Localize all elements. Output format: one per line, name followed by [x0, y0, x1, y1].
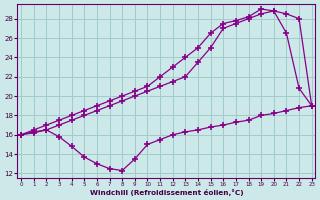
- X-axis label: Windchill (Refroidissement éolien,°C): Windchill (Refroidissement éolien,°C): [90, 189, 243, 196]
